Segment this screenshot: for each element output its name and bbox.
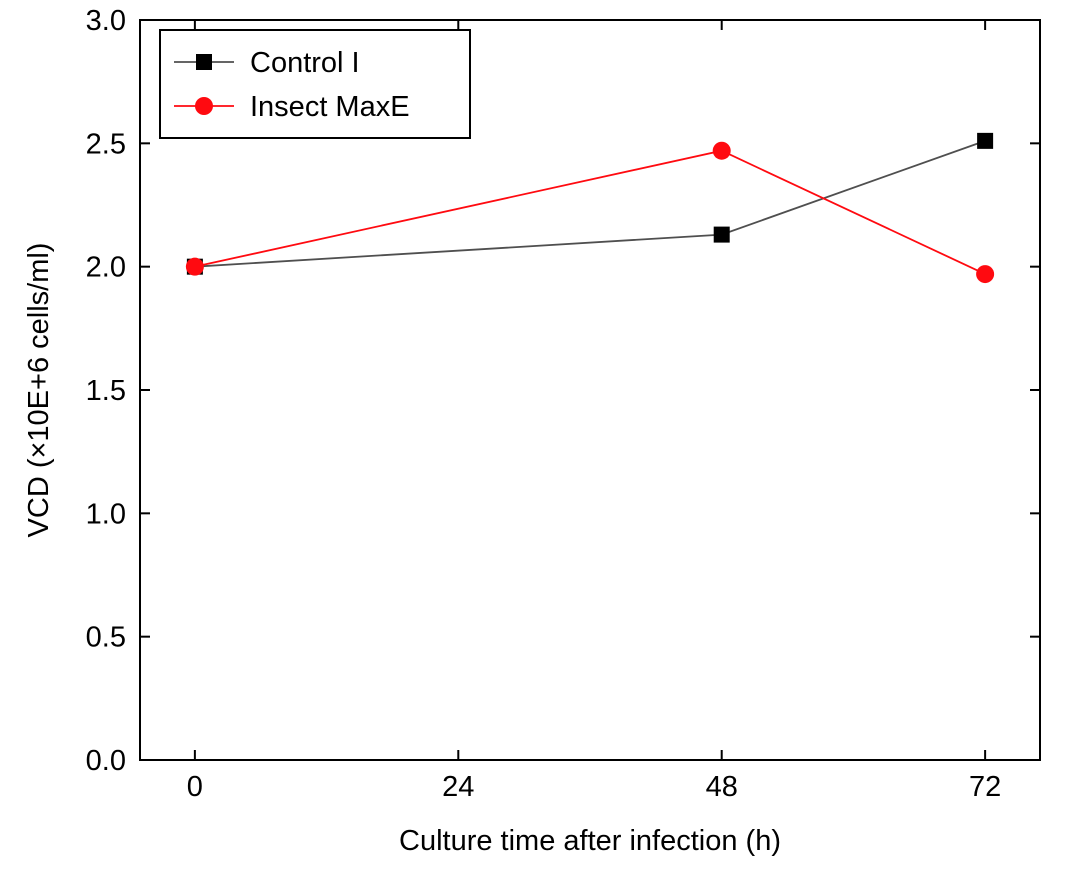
x-tick-label: 72 <box>969 771 1001 803</box>
legend-marker-0 <box>196 54 212 70</box>
series-marker-0 <box>977 133 993 149</box>
x-tick-label: 0 <box>187 771 203 803</box>
x-axis-title: Culture time after infection (h) <box>399 825 781 857</box>
series-marker-1 <box>186 258 204 276</box>
chart-background <box>0 0 1080 888</box>
series-marker-1 <box>713 142 731 160</box>
x-tick-label: 24 <box>442 771 474 803</box>
y-tick-label: 3.0 <box>86 5 126 37</box>
x-tick-label: 48 <box>706 771 738 803</box>
y-axis-title: VCD (×10E+6 cells/ml) <box>23 243 55 538</box>
y-tick-label: 1.5 <box>86 375 126 407</box>
y-tick-label: 1.0 <box>86 498 126 530</box>
y-tick-label: 2.5 <box>86 128 126 160</box>
legend-label-1: Insect MaxE <box>250 91 410 123</box>
series-marker-0 <box>714 227 730 243</box>
y-tick-label: 0.0 <box>86 745 126 777</box>
chart-root: 0 24 48 72 0.0 0.5 1.0 1.5 2.0 2.5 3.0 Culture time… <box>0 0 1080 888</box>
y-tick-label: 2.0 <box>86 252 126 284</box>
series-marker-1 <box>976 265 994 283</box>
legend-label-0: Control I <box>250 47 360 79</box>
legend-marker-1 <box>195 97 213 115</box>
y-tick-label: 0.5 <box>86 622 126 654</box>
